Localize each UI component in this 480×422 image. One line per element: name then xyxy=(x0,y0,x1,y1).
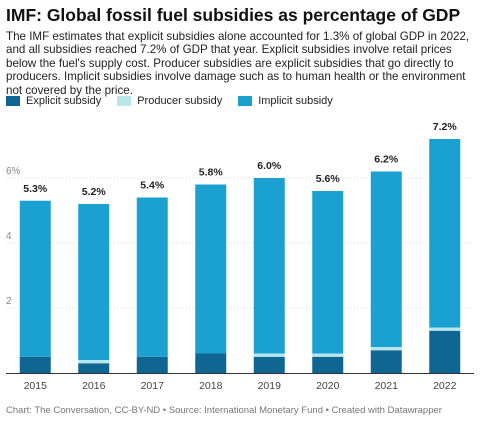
bar-segment-explicit xyxy=(19,356,51,373)
bar-segment-explicit xyxy=(370,350,402,373)
bar-segment-explicit xyxy=(195,353,227,373)
chart-subtitle: The IMF estimates that explicit subsidie… xyxy=(6,30,470,97)
y-tick-label: 6% xyxy=(6,166,21,177)
legend-swatch-producer xyxy=(117,96,132,106)
bar-segment-implicit xyxy=(429,139,461,328)
bar-total-label: 5.6% xyxy=(316,173,341,185)
legend-label-producer: Producer subsidy xyxy=(137,95,223,107)
legend-item-producer: Producer subsidy xyxy=(117,95,222,107)
bar-total-label: 5.2% xyxy=(82,186,107,198)
bar-segment-explicit xyxy=(78,363,110,373)
legend: Explicit subsidy Producer subsidy Implic… xyxy=(6,94,349,108)
chart-footer: Chart: The Conversation, CC-BY-ND • Sour… xyxy=(6,405,442,416)
y-tick-label: 4 xyxy=(6,231,12,242)
bar-segment-producer xyxy=(312,353,344,357)
bar-segment-explicit xyxy=(253,356,285,373)
legend-label-explicit: Explicit subsidy xyxy=(26,95,102,107)
x-tick-label: 2017 xyxy=(141,380,165,392)
bar-total-label: 5.8% xyxy=(199,167,224,179)
x-tick-label: 2019 xyxy=(258,380,282,392)
bar-chart: 2 4 6%5.3% 2015 5.2% 2016 5.4% 2017 5.8% 2018 6.0%… xyxy=(6,121,474,392)
legend-item-implicit: Implicit subsidy xyxy=(238,95,333,107)
bar-total-label: 6.2% xyxy=(374,154,399,166)
y-tick-label: 2 xyxy=(6,296,12,307)
bar-segment-explicit xyxy=(429,330,461,373)
bar-segment-implicit xyxy=(78,204,110,360)
x-tick-label: 2018 xyxy=(199,380,223,392)
bar-segment-implicit xyxy=(253,178,285,354)
x-tick-label: 2020 xyxy=(316,380,340,392)
bar-total-label: 7.2% xyxy=(433,121,458,133)
bar-segment-explicit xyxy=(136,356,168,373)
legend-swatch-implicit xyxy=(238,96,253,106)
x-tick-label: 2021 xyxy=(375,380,399,392)
bar-segment-implicit xyxy=(19,200,51,357)
bar-segment-producer xyxy=(253,353,285,357)
x-tick-label: 2015 xyxy=(24,380,48,392)
bar-segment-implicit xyxy=(195,184,227,354)
x-tick-label: 2022 xyxy=(433,380,457,392)
bar-total-label: 5.3% xyxy=(23,183,48,195)
x-tick-label: 2016 xyxy=(82,380,106,392)
legend-label-implicit: Implicit subsidy xyxy=(258,95,333,107)
chart-title: IMF: Global fossil fuel subsidies as per… xyxy=(6,5,461,25)
bar-segment-producer xyxy=(429,327,461,331)
bar-segment-implicit xyxy=(136,197,168,357)
bar-total-label: 6.0% xyxy=(257,160,282,172)
bar-segment-explicit xyxy=(312,356,344,373)
bar-segment-producer xyxy=(370,347,402,351)
bar-segment-implicit xyxy=(312,191,344,354)
legend-swatch-explicit xyxy=(6,96,20,106)
bar-total-label: 5.4% xyxy=(140,180,165,192)
legend-item-explicit: Explicit subsidy xyxy=(6,95,101,107)
bar-segment-implicit xyxy=(370,171,402,347)
bar-segment-producer xyxy=(78,360,110,364)
